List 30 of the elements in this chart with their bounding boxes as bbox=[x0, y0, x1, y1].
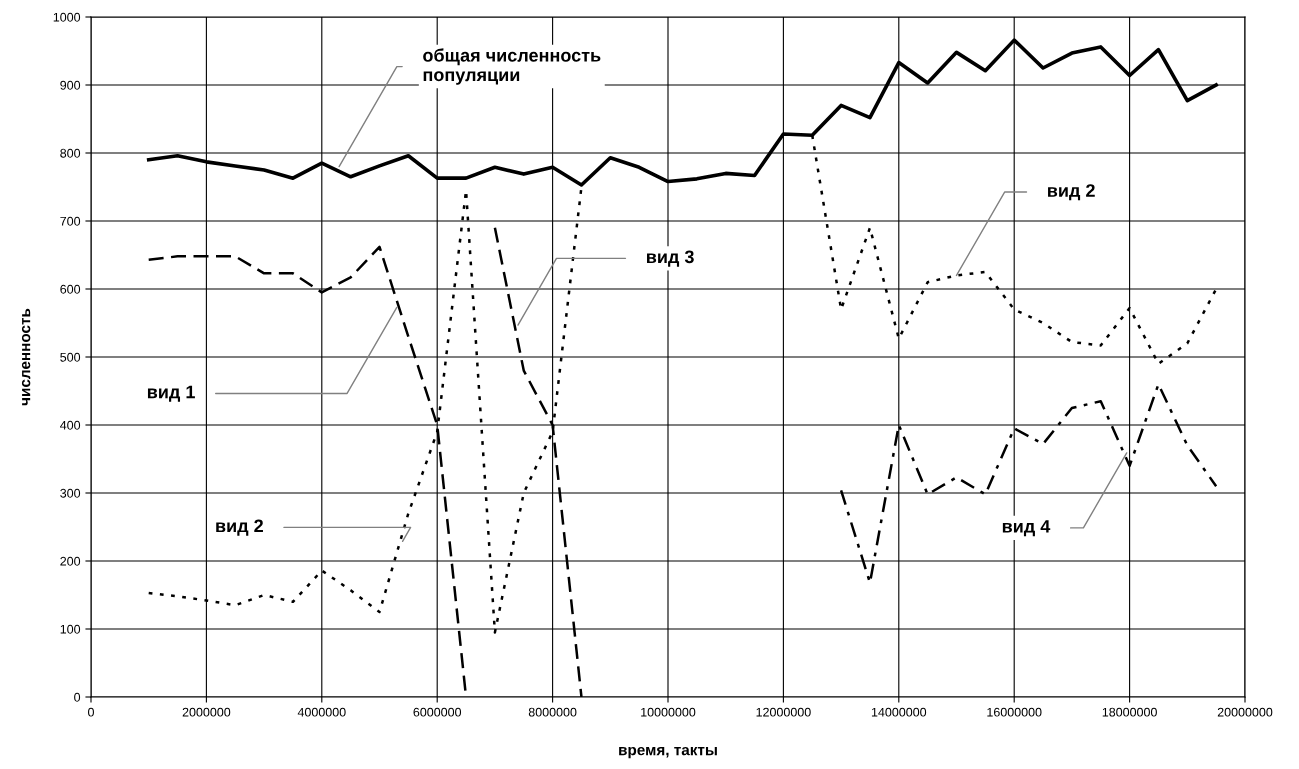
x-tick-label: 10000000 bbox=[641, 707, 696, 717]
x-tick-label: 8000000 bbox=[528, 707, 577, 717]
annotation: вид 2 bbox=[1048, 184, 1095, 201]
annotation: вид 4 bbox=[1002, 520, 1051, 537]
y-tick-label: 900 bbox=[60, 80, 81, 90]
y-tick-label: 1000 bbox=[53, 12, 81, 22]
y-tick-label: 700 bbox=[60, 216, 81, 226]
x-tick-label: 0 bbox=[88, 707, 94, 717]
annotation: вид 1 bbox=[147, 385, 195, 402]
annotation: вид 3 bbox=[647, 250, 694, 267]
x-tick-label: 16000000 bbox=[987, 707, 1042, 717]
y-tick-label: 500 bbox=[60, 352, 81, 362]
y-tick-label: 800 bbox=[60, 148, 81, 158]
x-tick-label: 12000000 bbox=[756, 707, 811, 717]
y-tick-label: 200 bbox=[60, 556, 81, 566]
x-tick-label: 2000000 bbox=[182, 707, 231, 717]
x-tick-label: 6000000 bbox=[413, 707, 462, 717]
x-axis-title: время, такты bbox=[619, 746, 717, 759]
x-tick-label: 14000000 bbox=[871, 707, 927, 717]
y-tick-label: 0 bbox=[74, 692, 81, 702]
annotation: вид 2 bbox=[216, 519, 263, 536]
y-tick-label: 400 bbox=[60, 420, 81, 430]
y-axis-title: численность bbox=[21, 308, 31, 406]
x-tick-label: 20000000 bbox=[1217, 707, 1273, 717]
y-tick-label: 300 bbox=[60, 488, 81, 498]
y-tick-label: 600 bbox=[60, 284, 81, 294]
y-tick-label: 100 bbox=[60, 624, 81, 634]
x-tick-label: 4000000 bbox=[297, 707, 346, 717]
annotation: общая численность популяции bbox=[423, 48, 601, 85]
x-tick-label: 18000000 bbox=[1102, 707, 1157, 717]
